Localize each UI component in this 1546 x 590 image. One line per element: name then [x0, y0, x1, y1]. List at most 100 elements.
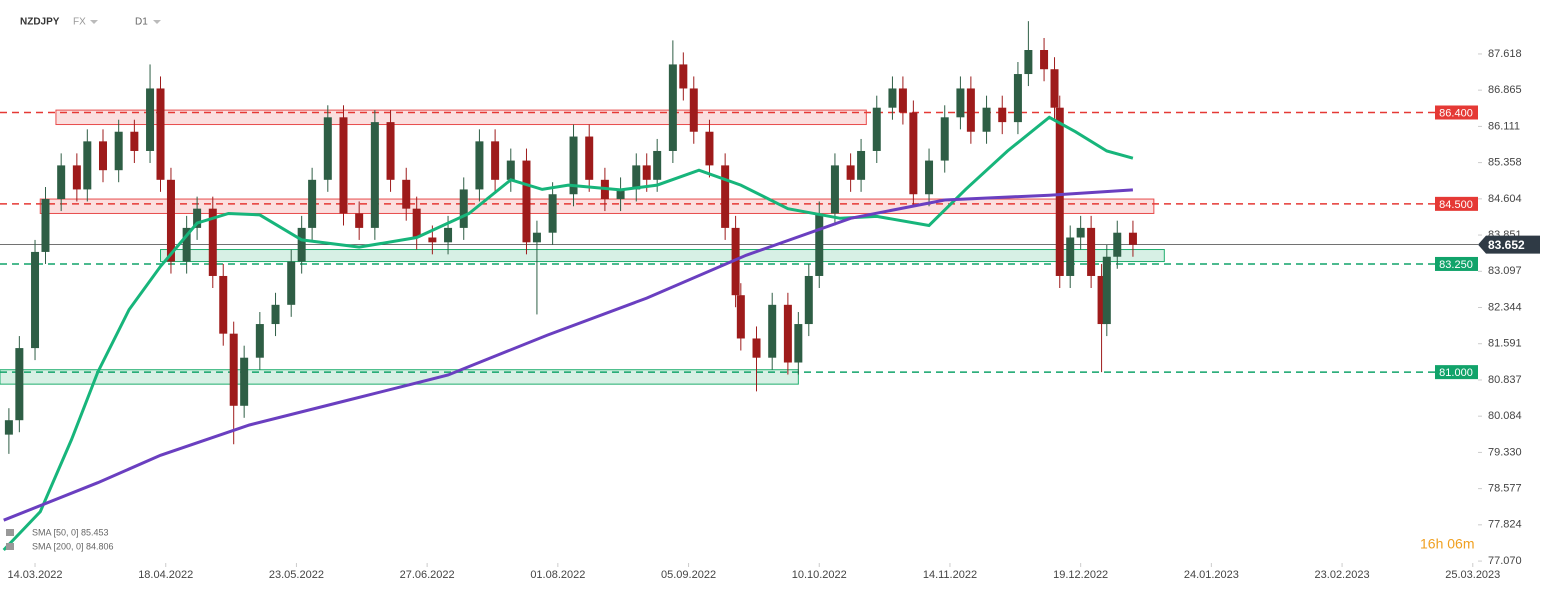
- x-tick-label: 24.01.2023: [1184, 569, 1239, 581]
- candle-body: [1128, 232, 1137, 245]
- candle-body: [146, 88, 155, 151]
- candle-body: [731, 227, 740, 296]
- sma-line: [3, 188, 1133, 522]
- candle-body: [642, 165, 651, 180]
- candle-body: [1076, 227, 1085, 238]
- candle-body: [585, 136, 594, 180]
- candle-body: [229, 333, 238, 406]
- interval[interactable]: D1: [135, 17, 148, 28]
- candle-body: [653, 150, 662, 180]
- legend-icon: [6, 529, 14, 536]
- y-tick-label: 77.070: [1488, 555, 1522, 567]
- candle-body: [297, 227, 306, 262]
- plot-area: 86.400 84.500 83.250 81.000: [0, 21, 1478, 552]
- candle-body: [982, 107, 991, 132]
- level-badge: [1435, 105, 1478, 120]
- y-tick-label: 78.577: [1488, 483, 1522, 495]
- level-badge: [1435, 196, 1478, 211]
- x-tick-label: 05.09.2022: [661, 569, 716, 581]
- candle-body: [83, 141, 92, 190]
- candle-body: [736, 295, 745, 339]
- x-tick-label: 27.06.2022: [400, 569, 455, 581]
- x-tick-label: 23.05.2022: [269, 569, 324, 581]
- x-tick-label: 25.03.2023: [1445, 569, 1500, 581]
- candle-body: [41, 199, 50, 252]
- candle-body: [386, 122, 395, 180]
- candle-body: [444, 227, 453, 243]
- candle-body: [721, 165, 730, 228]
- level-label: 81.000: [1439, 367, 1473, 379]
- candle-body: [1050, 69, 1059, 108]
- candle-body: [705, 131, 714, 166]
- y-tick-label: 83.097: [1488, 265, 1522, 277]
- level-label: 86.400: [1439, 107, 1473, 119]
- candle-body: [130, 131, 139, 151]
- market[interactable]: FX: [73, 17, 86, 28]
- legend-icon: [6, 543, 14, 550]
- candle-body: [412, 208, 421, 238]
- dropdown-icon[interactable]: [90, 20, 98, 24]
- candle-body: [966, 88, 975, 132]
- candle-body: [783, 304, 792, 363]
- candle-body: [1066, 237, 1075, 276]
- candle-body: [1102, 256, 1111, 325]
- candle-body: [668, 64, 677, 151]
- y-tick-label: 79.330: [1488, 446, 1522, 458]
- candle-body: [815, 213, 824, 276]
- x-tick-label: 14.03.2022: [7, 569, 62, 581]
- candle-body: [255, 324, 264, 358]
- x-tick-label: 14.11.2022: [923, 569, 977, 581]
- timer: 16h 06m: [1420, 536, 1474, 552]
- candle-body: [182, 227, 191, 262]
- candle-body: [287, 261, 296, 305]
- candle-body: [857, 150, 866, 180]
- candle-body: [1055, 107, 1064, 276]
- y-tick-label: 81.591: [1488, 338, 1522, 350]
- candle-body: [459, 189, 468, 228]
- candle-body: [98, 141, 107, 171]
- last-price-badge: [1478, 235, 1540, 254]
- candle-body: [15, 348, 24, 421]
- candle-body: [308, 179, 317, 228]
- candle-body: [4, 420, 13, 435]
- zone: [39, 198, 1155, 214]
- legend-entry: SMA [200, 0] 84.806: [32, 541, 114, 551]
- candle-body: [323, 117, 332, 180]
- candle-body: [1097, 275, 1106, 325]
- dropdown-icon[interactable]: [153, 20, 161, 24]
- y-tick-label: 85.358: [1488, 157, 1522, 169]
- candle-body: [998, 107, 1007, 123]
- candle-body: [532, 232, 541, 243]
- zone: [0, 369, 799, 385]
- x-tick-label: 10.10.2022: [792, 569, 847, 581]
- zone: [160, 249, 1165, 263]
- candle-body: [402, 179, 411, 209]
- candle-body: [925, 160, 934, 195]
- candle-body: [166, 179, 175, 262]
- candle-body: [768, 304, 777, 358]
- candle-body: [1040, 50, 1049, 70]
- candle-body: [193, 208, 202, 228]
- legend-entry: SMA [50, 0] 85.453: [32, 527, 109, 537]
- last-price-label: 83.652: [1488, 238, 1525, 252]
- x-tick-label: 18.04.2022: [138, 569, 193, 581]
- candle-body: [752, 338, 761, 358]
- x-tick-label: 01.08.2022: [530, 569, 585, 581]
- y-tick-label: 84.604: [1488, 193, 1522, 205]
- candle-body: [616, 189, 625, 200]
- y-tick-label: 86.865: [1488, 84, 1522, 96]
- candle-body: [888, 88, 897, 108]
- candle-body: [1013, 74, 1022, 123]
- candle-body: [548, 194, 557, 233]
- y-tick-label: 82.344: [1488, 301, 1522, 313]
- candle-body: [846, 165, 855, 180]
- candle-body: [679, 64, 688, 89]
- x-tick-label: 19.12.2022: [1053, 569, 1108, 581]
- candle-body: [1024, 50, 1033, 75]
- y-tick-label: 80.084: [1488, 410, 1522, 422]
- candle-body: [271, 304, 280, 325]
- candle-body: [491, 141, 500, 180]
- candle-body: [428, 237, 437, 243]
